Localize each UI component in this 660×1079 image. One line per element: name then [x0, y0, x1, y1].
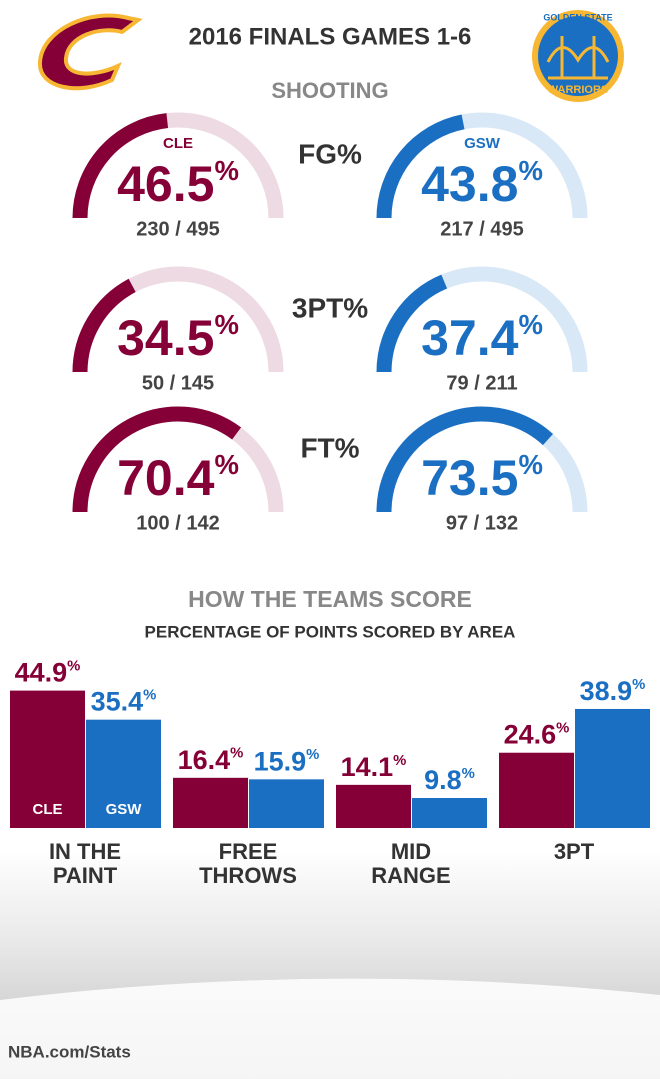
metric-label: 3PT% — [292, 292, 368, 323]
shots-label: 100 / 142 — [136, 512, 219, 534]
bar — [412, 798, 487, 828]
value-label: 24.6% — [504, 720, 570, 750]
gauge-arc — [72, 406, 242, 513]
bar — [173, 777, 248, 828]
value-label: 16.4% — [178, 745, 244, 775]
section-title: SHOOTING — [271, 78, 388, 103]
value-label: 44.9% — [15, 658, 81, 688]
team-label: CLE — [163, 135, 193, 152]
value-label: 14.1% — [341, 752, 407, 782]
metric-label: FT% — [300, 432, 359, 463]
gauge-arc — [72, 278, 136, 373]
value-label: 46.5% — [117, 155, 239, 212]
section-title: HOW THE TEAMS SCORE — [188, 586, 472, 612]
category-label: FREE THROWS — [199, 839, 297, 888]
value-label: 43.8% — [421, 155, 543, 212]
bar — [249, 779, 324, 828]
page-title: 2016 FINALS GAMES 1-6 — [189, 23, 472, 50]
shots-label: 50 / 145 — [142, 372, 214, 394]
shots-label: 79 / 211 — [446, 372, 517, 394]
gsw-logo: GOLDEN STATE WARRIORS — [532, 10, 624, 102]
gauge-arc — [376, 406, 553, 513]
shots-label: 230 / 495 — [136, 218, 219, 240]
value-label: 73.5% — [421, 449, 543, 506]
metric-label: FG% — [298, 138, 362, 169]
value-label: 34.5% — [117, 309, 239, 366]
court-floor — [0, 978, 660, 1079]
source: NBA.com/Stats — [8, 1042, 131, 1061]
legend-label: GSW — [106, 801, 143, 818]
value-label: 9.8% — [424, 765, 475, 795]
bar — [10, 690, 85, 828]
bar — [86, 719, 161, 828]
value-label: 70.4% — [117, 449, 239, 506]
legend-label: CLE — [33, 801, 63, 818]
gauge-arc — [376, 114, 465, 219]
logo-text: GOLDEN STATE — [543, 12, 612, 22]
cle-logo — [37, 13, 143, 91]
category-label: 3PT — [553, 839, 595, 864]
bar — [499, 752, 574, 828]
logo-text: WARRIORS — [548, 84, 609, 96]
gauge-arc — [376, 274, 448, 373]
value-label: 37.4% — [421, 309, 543, 366]
section-subtitle: PERCENTAGE OF POINTS SCORED BY AREA — [145, 622, 516, 641]
category-label: IN THE PAINT — [48, 839, 122, 888]
shots-label: 97 / 132 — [446, 512, 518, 534]
bar — [336, 784, 411, 828]
value-label: 15.9% — [254, 746, 320, 776]
gauge-arc — [72, 113, 169, 219]
value-label: 38.9% — [580, 676, 646, 706]
bar — [575, 708, 650, 828]
team-label: GSW — [464, 135, 501, 152]
category-label: MID RANGE — [371, 839, 451, 888]
value-label: 35.4% — [91, 687, 157, 717]
shots-label: 217 / 495 — [440, 218, 523, 240]
